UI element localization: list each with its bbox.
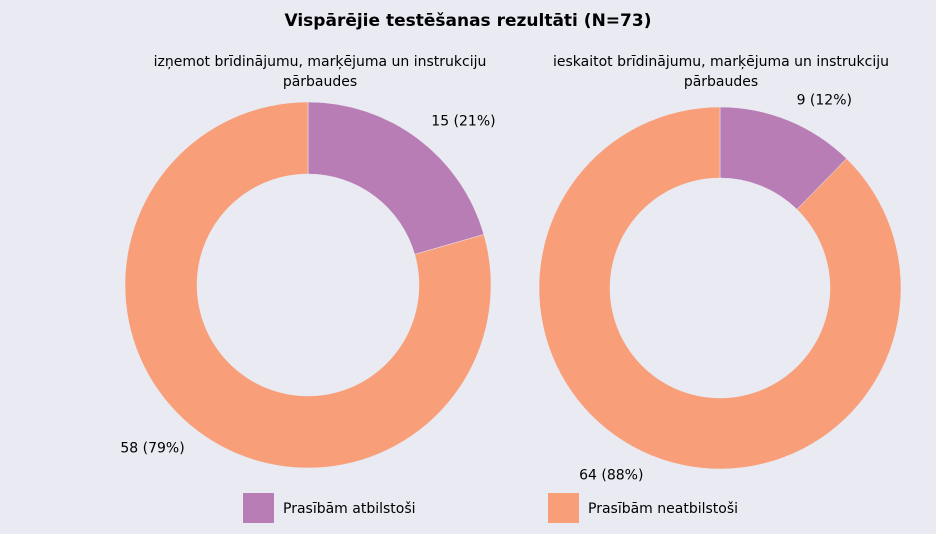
slice	[124, 101, 492, 469]
chart-title: Vispārējie testēšanas rezultāti (N=73)	[285, 11, 652, 31]
subtitle: ieskaitot brīdinājumu, marķējuma un inst…	[552, 54, 889, 90]
legend-label: Prasībām neatbilstoši	[588, 501, 738, 517]
data-label: 9 (12%)	[797, 92, 852, 108]
data-label: 64 (88%)	[579, 468, 643, 484]
data-label: 58 (79%)	[120, 441, 184, 457]
legend-swatch	[243, 493, 274, 523]
subtitle: izņemot brīdinājumu, marķējuma un instru…	[153, 54, 487, 90]
legend-swatch	[548, 493, 579, 523]
legend-label: Prasībām atbilstoši	[283, 501, 416, 517]
data-label: 15 (21%)	[431, 113, 495, 129]
slice	[538, 106, 902, 470]
